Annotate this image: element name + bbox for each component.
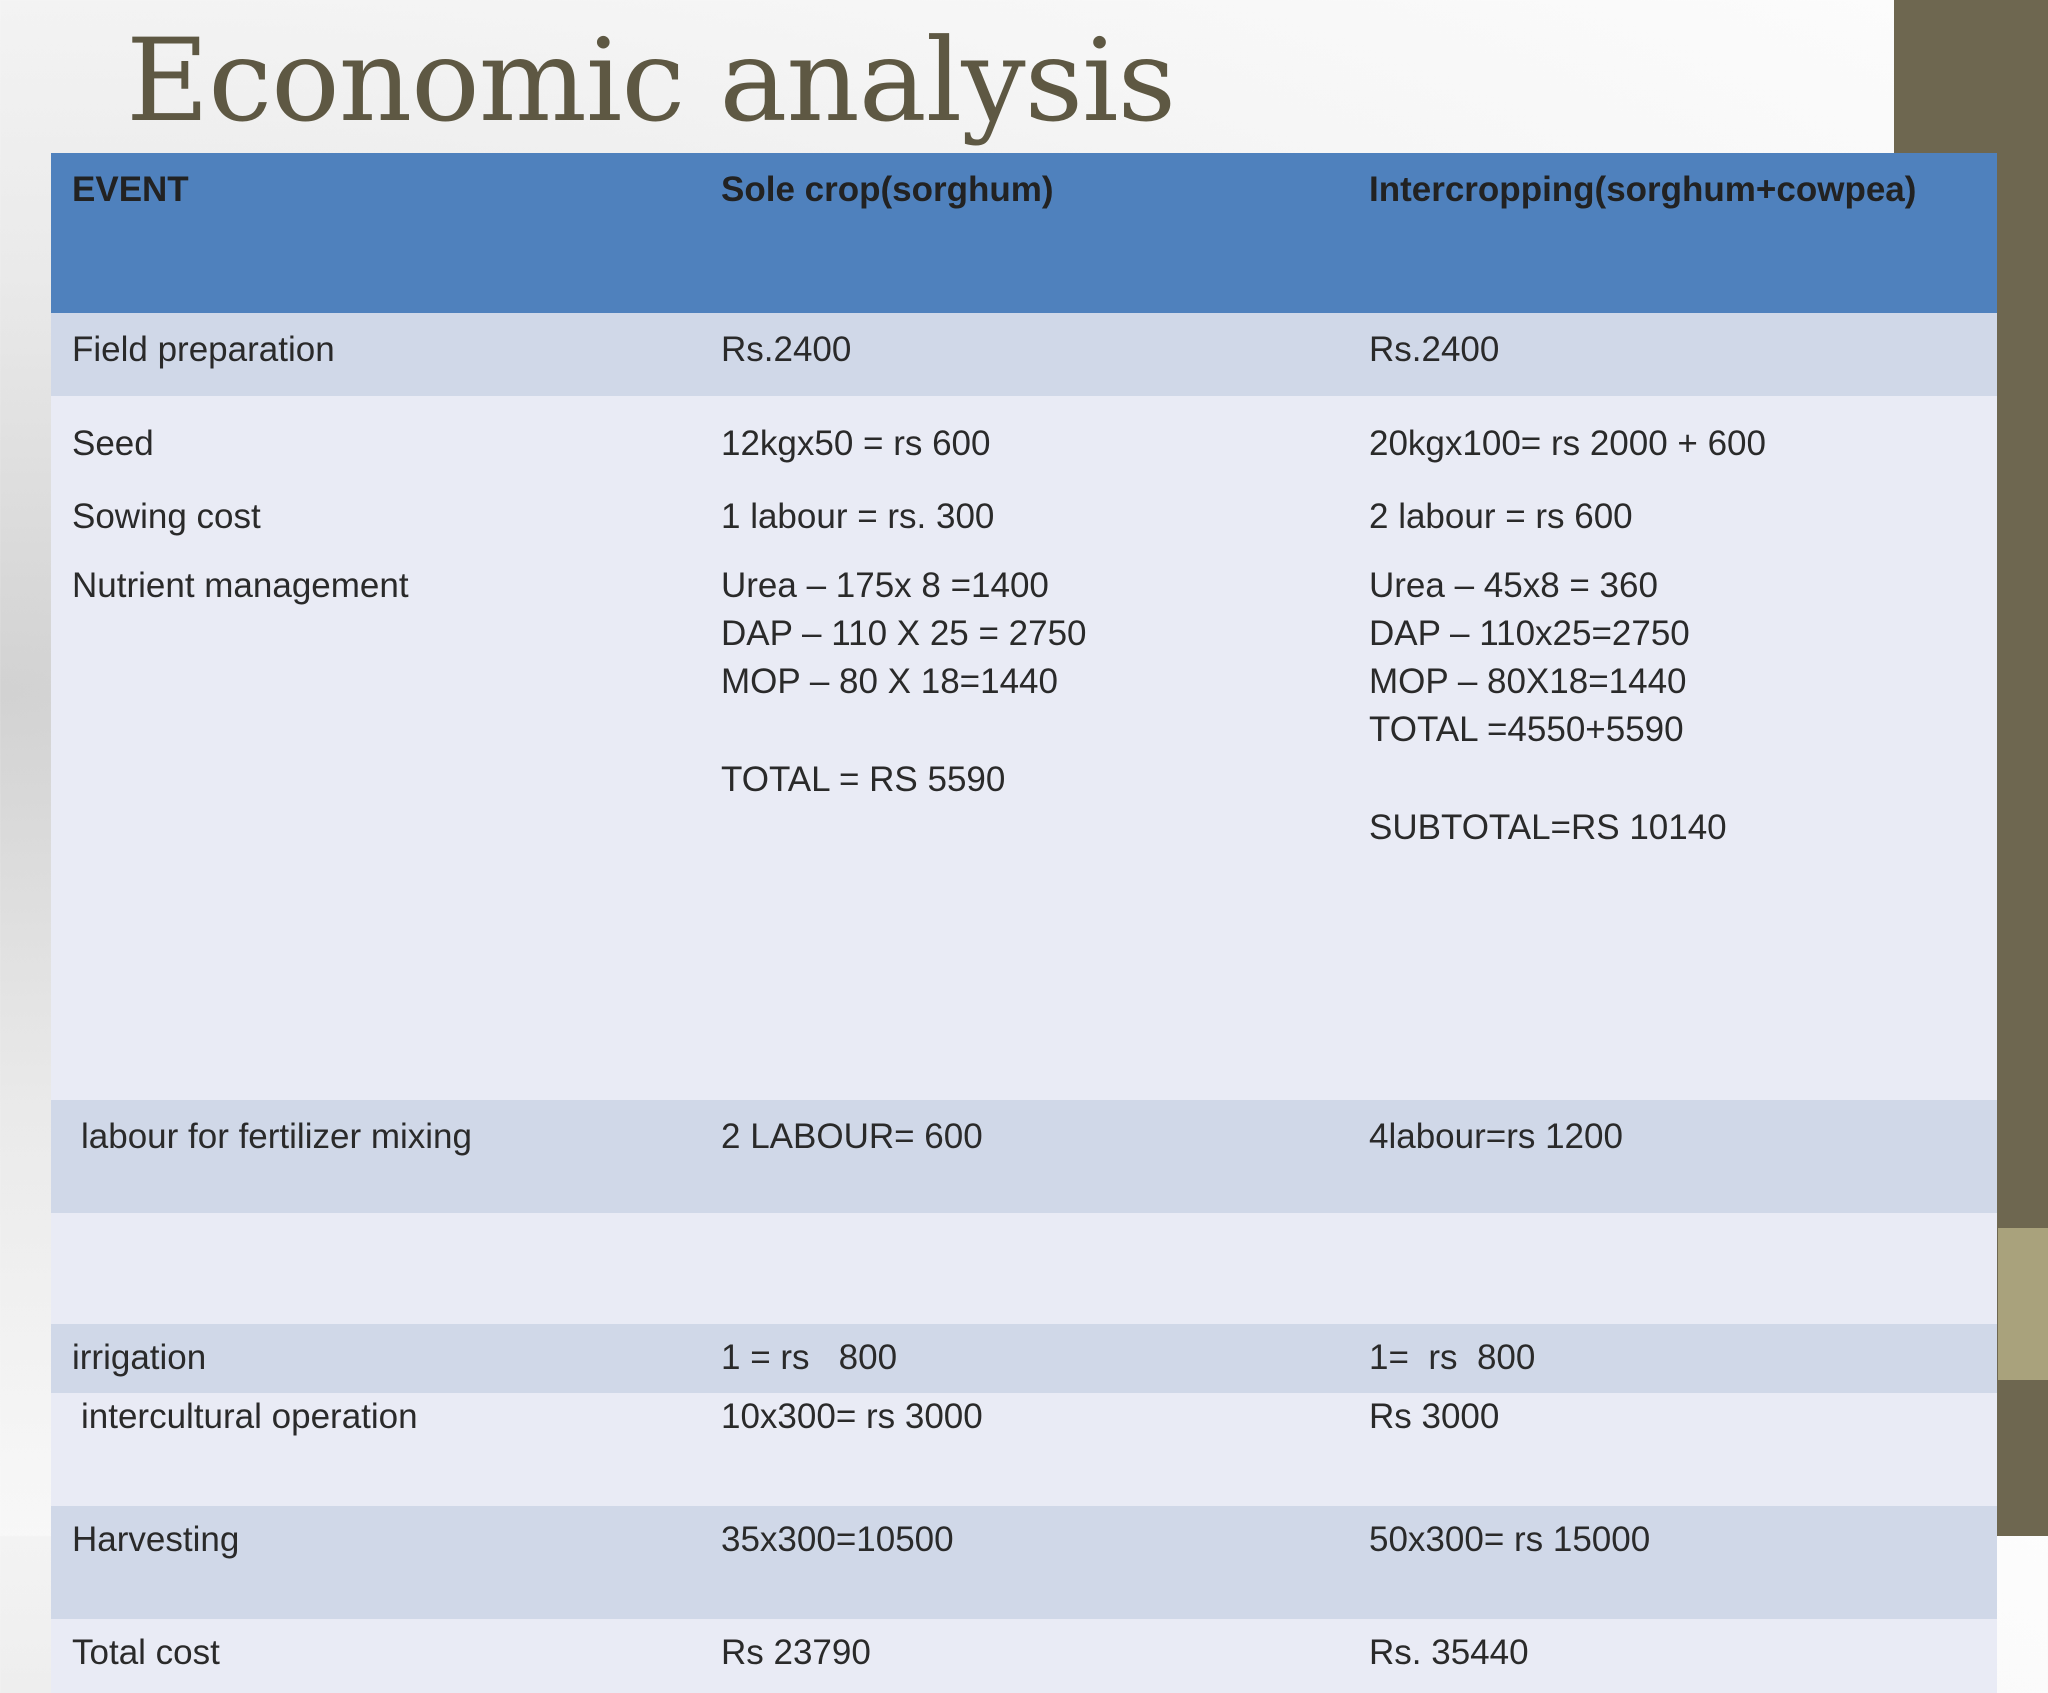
inter-total: TOTAL =4550+5590 (1369, 710, 1684, 749)
table-row-sowing-cost: Sowing cost 1 labour = rs. 300 2 labour … (51, 489, 1997, 558)
cell-sole: Rs.2400 (721, 330, 852, 369)
table-row-nutrient-management: Nutrient management Urea – 175x 8 =1400 … (51, 558, 1997, 1100)
table-row-intercultural: intercultural operation 10x300= rs 3000 … (51, 1393, 1997, 1506)
inter-dap: DAP – 110x25=2750 (1369, 614, 1690, 653)
header-sole-crop: Sole crop(sorghum) (721, 170, 1054, 209)
cell-event: Field preparation (72, 330, 335, 369)
cell-event: Harvesting (72, 1520, 240, 1559)
table-row-empty (51, 1213, 1997, 1324)
table-row-labour-mixing: labour for fertilizer mixing 2 LABOUR= 6… (51, 1100, 1997, 1213)
header-intercropping: Intercropping(sorghum+cowpea) (1369, 170, 1917, 209)
cell-sole: 10x300= rs 3000 (721, 1397, 983, 1436)
table-header-row: EVENT Sole crop(sorghum) Intercropping(s… (51, 153, 1997, 313)
cell-sole: Urea – 175x 8 =1400 DAP – 110 X 25 = 275… (700, 558, 1348, 1100)
cell-event: Total cost (72, 1633, 220, 1672)
cell-sole: 1 = rs 800 (721, 1338, 898, 1377)
economic-analysis-table: EVENT Sole crop(sorghum) Intercropping(s… (51, 153, 1997, 1693)
cell-sole: 2 LABOUR= 600 (721, 1117, 983, 1156)
inter-subtotal: SUBTOTAL=RS 10140 (1369, 808, 1727, 847)
table-row-total-cost: Total cost Rs 23790 Rs. 35440 (51, 1619, 1997, 1693)
cell-inter: Rs. 35440 (1369, 1633, 1529, 1672)
cell-event: irrigation (72, 1338, 207, 1377)
sole-total: TOTAL = RS 5590 (721, 760, 1006, 799)
cell-sole: Rs 23790 (721, 1633, 871, 1672)
header-event: EVENT (72, 170, 189, 209)
cell-sole: 12kgx50 = rs 600 (721, 424, 991, 463)
table-row-irrigation: irrigation 1 = rs 800 1= rs 800 (51, 1324, 1997, 1393)
event-label: intercultural operation (81, 1397, 418, 1436)
cell-event: intercultural operation (51, 1393, 700, 1506)
table-row-seed: Seed 12kgx50 = rs 600 20kgx100= rs 2000 … (51, 396, 1997, 489)
cell-inter: 2 labour = rs 600 (1369, 497, 1633, 536)
side-accent-block (1998, 1228, 2048, 1380)
inter-mop: MOP – 80X18=1440 (1369, 662, 1687, 701)
page-title: Economic analysis (126, 14, 1176, 147)
cell-sole: 1 labour = rs. 300 (721, 497, 995, 536)
sole-mop: MOP – 80 X 18=1440 (721, 662, 1058, 701)
cell-inter: Rs 3000 (1369, 1397, 1500, 1436)
cell-inter: Urea – 45x8 = 360 DAP – 110x25=2750 MOP … (1348, 558, 1997, 1100)
cell-event: labour for fertilizer mixing (51, 1100, 700, 1213)
event-label: labour for fertilizer mixing (81, 1117, 472, 1156)
table-row-field-preparation: Field preparation Rs.2400 Rs.2400 (51, 313, 1997, 396)
cell-inter: 20kgx100= rs 2000 + 600 (1369, 424, 1766, 463)
cell-event: Nutrient management (72, 566, 409, 605)
sole-dap: DAP – 110 X 25 = 2750 (721, 614, 1087, 653)
table-row-harvesting: Harvesting 35x300=10500 50x300= rs 15000 (51, 1506, 1997, 1619)
sole-urea: Urea – 175x 8 =1400 (721, 566, 1049, 605)
cell-sole: 35x300=10500 (721, 1520, 954, 1559)
cell-inter: 50x300= rs 15000 (1369, 1520, 1651, 1559)
cell-inter: 4labour=rs 1200 (1369, 1117, 1623, 1156)
cell-event: Seed (72, 424, 154, 463)
inter-urea: Urea – 45x8 = 360 (1369, 566, 1658, 605)
cell-inter: Rs.2400 (1369, 330, 1500, 369)
economic-table-container: EVENT Sole crop(sorghum) Intercropping(s… (51, 153, 1997, 1693)
cell-event: Sowing cost (72, 497, 261, 536)
cell-inter: 1= rs 800 (1369, 1338, 1536, 1377)
